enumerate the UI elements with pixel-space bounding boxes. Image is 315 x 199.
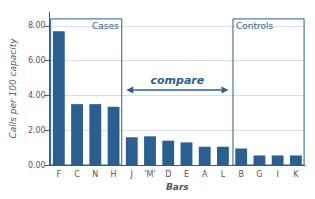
svg-text:Calls per 100 capacity: Calls per 100 capacity	[8, 38, 18, 139]
svg-text:F: F	[57, 170, 62, 179]
svg-text:Controls: Controls	[236, 21, 274, 31]
svg-text:4.00: 4.00	[28, 91, 46, 100]
svg-text:6.00: 6.00	[28, 56, 46, 65]
svg-text:D: D	[165, 170, 171, 179]
svg-text:C: C	[74, 170, 80, 179]
svg-text:2.00: 2.00	[28, 126, 46, 135]
svg-text:B: B	[238, 170, 244, 179]
svg-text:'M': 'M'	[144, 170, 155, 179]
svg-text:E: E	[184, 170, 189, 179]
svg-text:N: N	[92, 170, 98, 179]
svg-text:J: J	[130, 170, 133, 179]
svg-text:A: A	[202, 170, 208, 179]
svg-text:H: H	[111, 170, 117, 179]
svg-text:Bars: Bars	[166, 182, 189, 192]
svg-text:L: L	[221, 170, 226, 179]
svg-text:K: K	[293, 170, 299, 179]
svg-text:Cases: Cases	[92, 21, 119, 31]
svg-text:0.00: 0.00	[28, 161, 46, 170]
svg-text:8.00: 8.00	[28, 21, 46, 30]
svg-text:I: I	[276, 170, 278, 179]
svg-text:compare: compare	[150, 74, 204, 87]
svg-text:G: G	[256, 170, 262, 179]
